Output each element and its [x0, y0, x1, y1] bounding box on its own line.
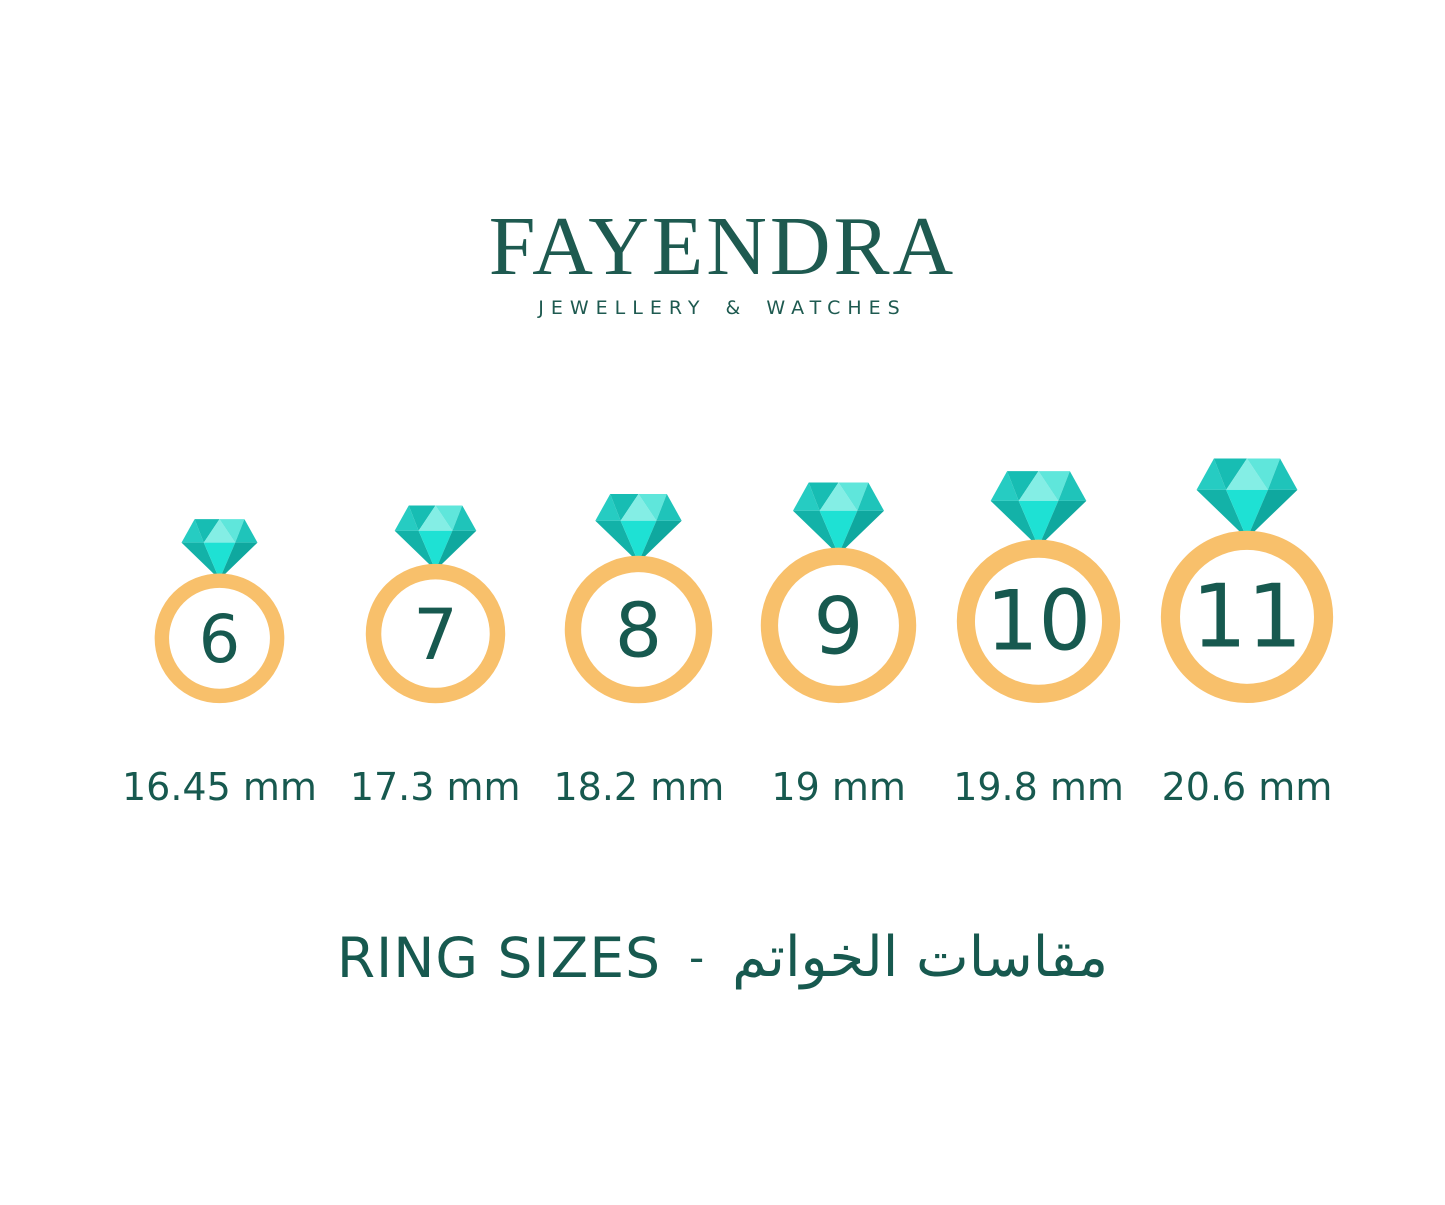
- diameter-label: 16.45 mm: [122, 765, 317, 809]
- ring-size-number: 11: [1192, 565, 1303, 667]
- measure-arrows-icon: [156, 724, 283, 754]
- diameter-measure-line: [763, 724, 914, 754]
- brand-logo: FAYENDRA JEWELLERY & WATCHES: [0, 200, 1445, 320]
- diameter-measure-line: [156, 724, 283, 754]
- ring-9: 9 19 mm: [757, 473, 920, 810]
- ring-8-figure: 8: [564, 485, 713, 704]
- ring-size-number: 9: [814, 581, 864, 673]
- ring-11-figure: 11: [1160, 448, 1334, 704]
- footer-title-separator: -: [688, 933, 705, 982]
- ring-6-figure: 6: [154, 511, 285, 704]
- ring-size-number: 7: [413, 594, 458, 676]
- ring-size-number: 8: [615, 587, 662, 674]
- footer-title-english: RING SIZES: [336, 925, 661, 990]
- diameter-label: 17.3 mm: [349, 765, 521, 809]
- diameter-label: 19.8 mm: [953, 765, 1124, 809]
- diameter-measure-line: [959, 724, 1118, 754]
- diameter-measure-line: [367, 724, 503, 754]
- ring-9-figure: 9: [760, 473, 917, 704]
- measure-arrows-icon: [959, 724, 1118, 754]
- diameter-measure-line: [567, 724, 711, 754]
- ring-11: 11 20.6 mm: [1157, 448, 1337, 810]
- diameter-label: 19 mm: [771, 765, 906, 809]
- footer-title: RING SIZES - مقاسات الخواتم: [0, 925, 1445, 990]
- footer-title-arabic: مقاسات الخواتم: [732, 925, 1109, 990]
- measure-arrows-icon: [367, 724, 503, 754]
- brand-name: FAYENDRA: [488, 200, 957, 293]
- ring-10: 10 19.8 mm: [953, 461, 1124, 810]
- ring-size-number: 6: [199, 602, 241, 678]
- measure-arrows-icon: [1164, 724, 1330, 754]
- measure-arrows-icon: [567, 724, 711, 754]
- ring-6: 6 16.45 mm: [122, 511, 317, 810]
- diameter-measure-line: [1164, 724, 1330, 754]
- measure-arrows-icon: [763, 724, 914, 754]
- ring-8: 8 18.2 mm: [553, 485, 724, 810]
- diameter-label: 20.6 mm: [1161, 765, 1333, 809]
- diameter-label: 18.2 mm: [553, 765, 725, 809]
- brand-tagline: JEWELLERY & WATCHES: [538, 297, 907, 319]
- ring-7-figure: 7: [365, 497, 506, 704]
- ring-10-figure: 10: [956, 461, 1121, 704]
- ring-7: 7 17.3 mm: [350, 497, 521, 810]
- rings-row: 6 16.45 mm 7 17.3 mm 8: [0, 448, 1445, 810]
- ring-size-number: 10: [986, 573, 1091, 669]
